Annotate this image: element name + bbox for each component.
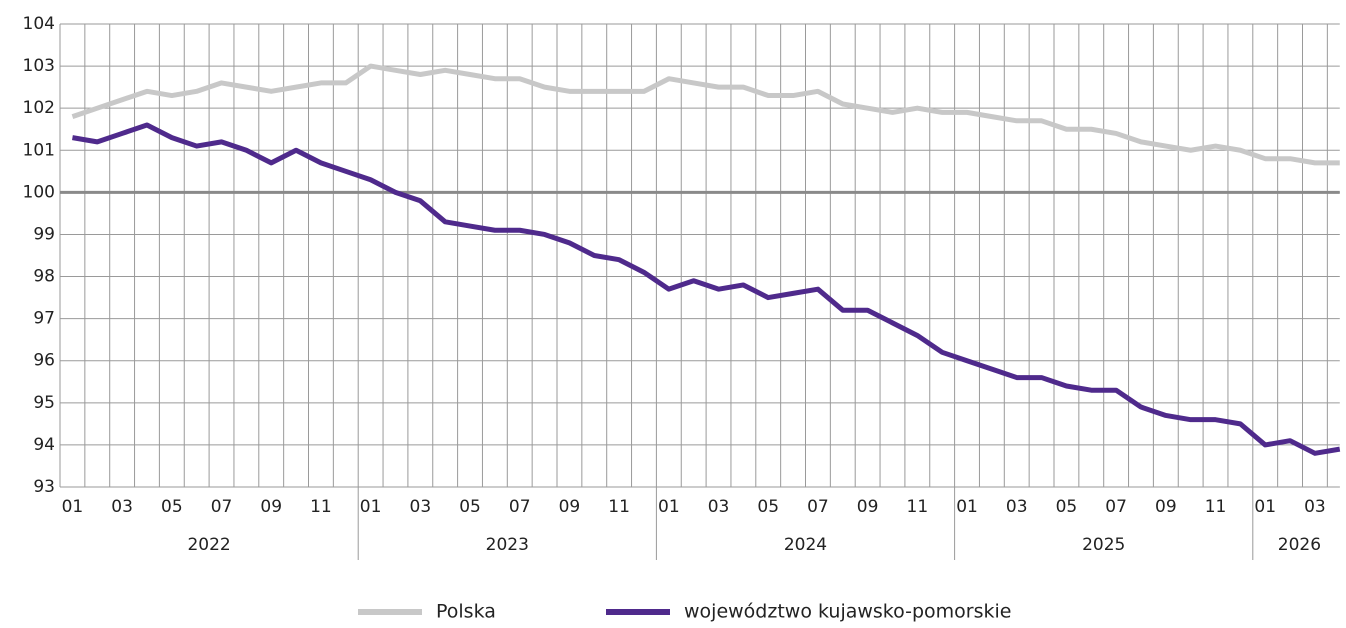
x-tick-label: 09 xyxy=(260,497,282,517)
x-tick-label: 07 xyxy=(807,497,829,517)
x-tick-label: 03 xyxy=(1006,497,1028,517)
y-tick-label: 96 xyxy=(33,351,55,371)
x-tick-label: 07 xyxy=(1105,497,1127,517)
x-tick-label: 09 xyxy=(857,497,879,517)
y-tick-label: 99 xyxy=(33,224,55,244)
x-tick-label: 01 xyxy=(1254,497,1276,517)
year-label: 2023 xyxy=(486,535,529,555)
x-tick-label: 05 xyxy=(757,497,779,517)
year-label: 2024 xyxy=(784,535,827,555)
x-tick-label: 01 xyxy=(62,497,84,517)
y-tick-label: 97 xyxy=(33,309,55,329)
x-tick-label: 01 xyxy=(658,497,680,517)
series-line xyxy=(72,122,1341,456)
x-tick-label: 03 xyxy=(410,497,432,517)
series-line xyxy=(71,63,1340,166)
x-tick-label: 05 xyxy=(161,497,183,517)
y-tick-label: 102 xyxy=(23,98,55,118)
y-tick-label: 93 xyxy=(33,477,55,497)
x-tick-label: 01 xyxy=(956,497,978,517)
legend-label: Polska xyxy=(436,601,496,623)
year-label: 2022 xyxy=(187,535,230,555)
x-tick-label: 07 xyxy=(509,497,531,517)
y-tick-label: 98 xyxy=(33,267,55,287)
y-tick-label: 94 xyxy=(33,435,55,455)
y-tick-label: 101 xyxy=(23,140,55,160)
x-tick-label: 09 xyxy=(1155,497,1177,517)
y-tick-label: 95 xyxy=(33,393,55,413)
y-tick-label: 100 xyxy=(23,182,55,202)
x-tick-label: 11 xyxy=(608,497,630,517)
x-tick-label: 07 xyxy=(211,497,233,517)
x-tick-label: 03 xyxy=(111,497,133,517)
legend-label: województwo kujawsko-pomorskie xyxy=(684,601,1011,623)
year-label: 2026 xyxy=(1278,535,1321,555)
x-tick-label: 09 xyxy=(559,497,581,517)
x-tick-label: 11 xyxy=(907,497,929,517)
year-label: 2025 xyxy=(1082,535,1125,555)
x-tick-label: 05 xyxy=(1056,497,1078,517)
y-tick-label: 103 xyxy=(23,56,55,76)
x-tick-label: 03 xyxy=(1304,497,1326,517)
x-tick-label: 11 xyxy=(310,497,332,517)
x-tick-label: 05 xyxy=(459,497,481,517)
x-tick-label: 03 xyxy=(708,497,730,517)
x-tick-label: 11 xyxy=(1205,497,1227,517)
x-tick-label: 01 xyxy=(360,497,382,517)
y-tick-label: 104 xyxy=(23,14,55,34)
